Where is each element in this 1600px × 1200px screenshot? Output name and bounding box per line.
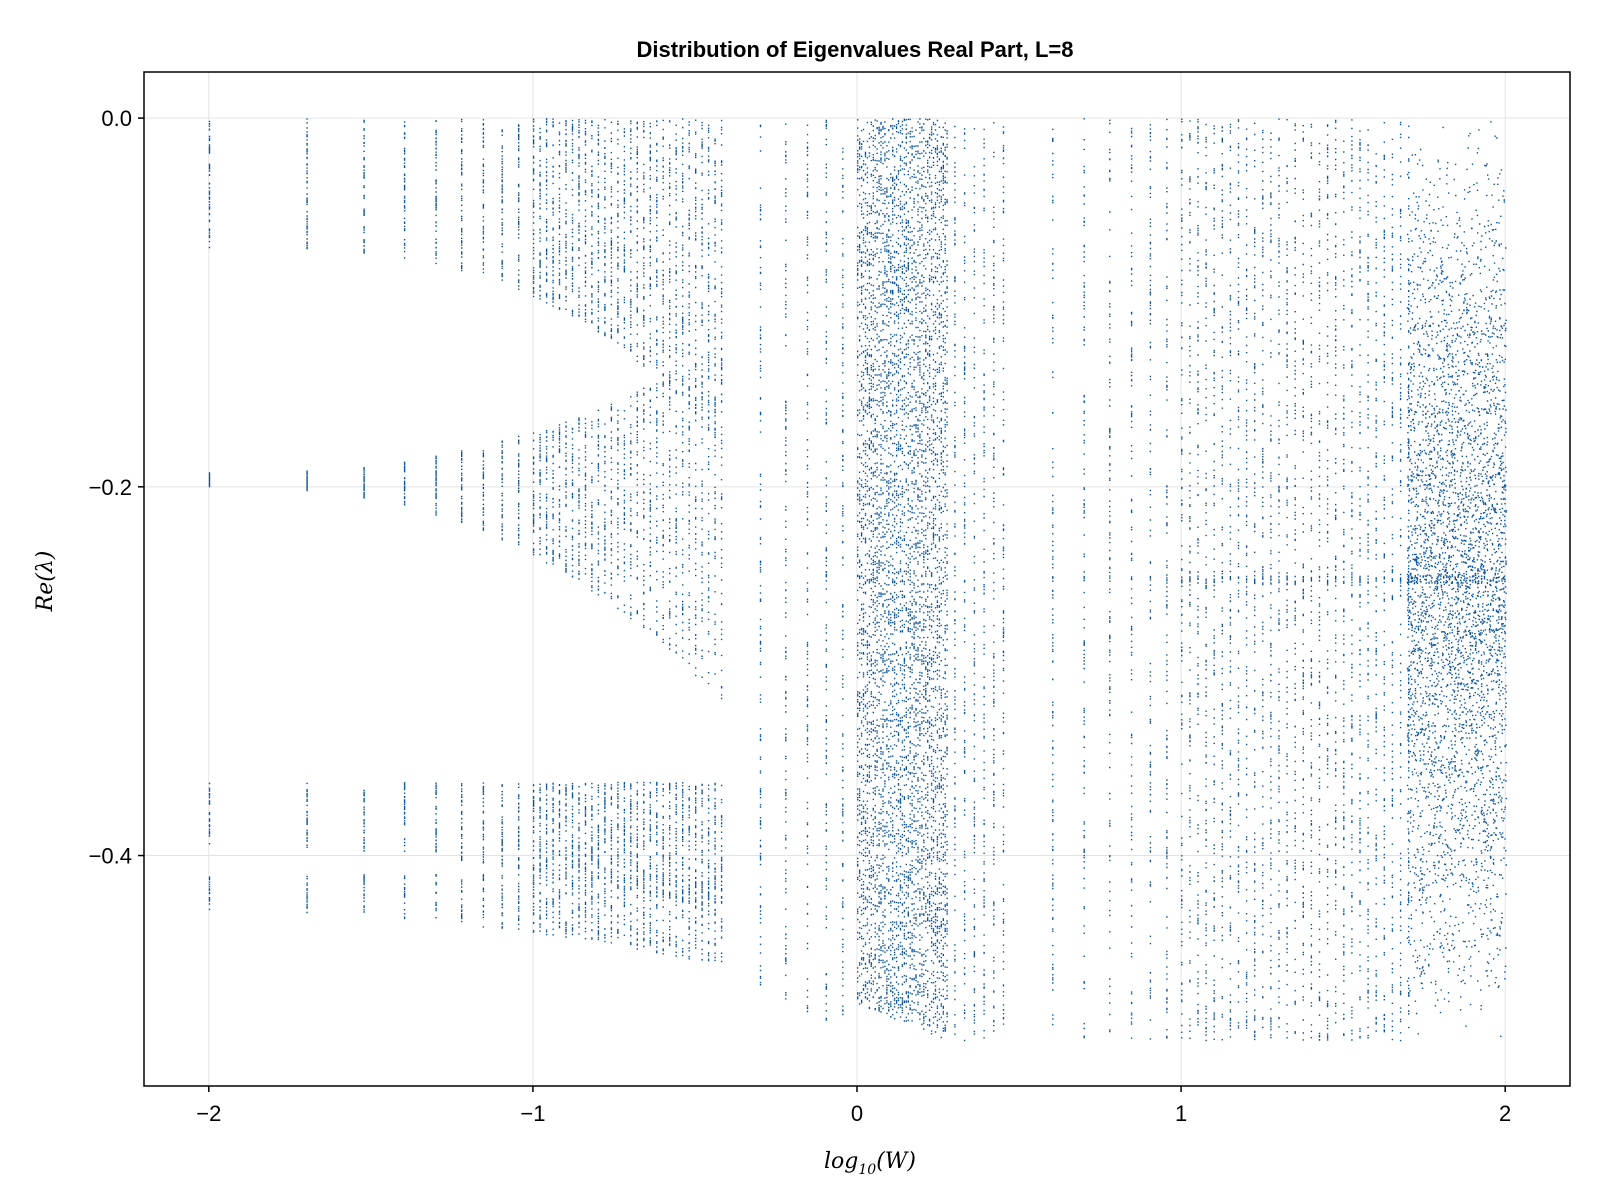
axis-ticks: −2 −1 0 1 2 0.0 −0.2 −0.4: [89, 106, 1512, 1126]
y-tick-label: −0.4: [89, 844, 132, 869]
grid-lines: [144, 72, 1570, 1086]
x-tick-label: 0: [851, 1101, 863, 1126]
x-axis-label-base: log: [824, 1149, 858, 1174]
x-tick-label: −2: [196, 1101, 221, 1126]
x-axis-label: log10(W): [824, 1149, 916, 1178]
data-points: [208, 118, 1507, 1042]
x-tick-label: 1: [1175, 1101, 1187, 1126]
scatter-points: [208, 118, 1507, 1042]
x-tick-label: 2: [1499, 1101, 1511, 1126]
chart-title: Distribution of Eigenvalues Real Part, L…: [636, 37, 1073, 62]
y-tick-label: −0.2: [89, 475, 132, 500]
y-axis-label: Re(λ): [33, 551, 58, 613]
x-axis-label-argument: (W): [876, 1149, 916, 1174]
x-tick-label: −1: [520, 1101, 545, 1126]
y-tick-label: 0.0: [101, 106, 132, 131]
x-axis-label-subscript: 10: [858, 1162, 876, 1178]
